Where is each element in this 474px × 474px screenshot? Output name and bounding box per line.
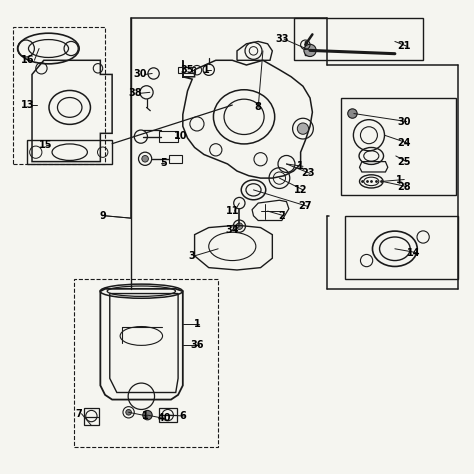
Text: 1: 1 xyxy=(396,174,403,184)
Text: 8: 8 xyxy=(255,102,262,112)
Text: 13: 13 xyxy=(20,100,34,110)
Bar xyxy=(346,216,458,279)
Text: 2: 2 xyxy=(278,211,285,221)
Text: 30: 30 xyxy=(398,117,411,127)
Text: 16: 16 xyxy=(20,55,34,65)
Text: 30: 30 xyxy=(134,69,147,80)
Text: 36: 36 xyxy=(190,340,204,350)
Text: 23: 23 xyxy=(301,168,314,178)
Text: 3: 3 xyxy=(189,251,196,261)
Text: 28: 28 xyxy=(398,182,411,191)
Circle shape xyxy=(143,410,152,420)
Circle shape xyxy=(236,223,243,229)
Circle shape xyxy=(126,410,131,415)
Circle shape xyxy=(304,44,316,56)
Text: 38: 38 xyxy=(129,88,143,98)
Text: 34: 34 xyxy=(226,225,239,235)
Text: 15: 15 xyxy=(39,140,53,150)
Text: 12: 12 xyxy=(294,185,307,195)
Text: 33: 33 xyxy=(275,34,289,44)
Text: 9: 9 xyxy=(100,211,106,221)
Text: 7: 7 xyxy=(76,409,82,419)
Bar xyxy=(13,27,105,164)
Bar xyxy=(159,131,178,142)
Text: 21: 21 xyxy=(398,41,411,51)
Text: 1: 1 xyxy=(142,411,148,421)
Circle shape xyxy=(348,109,357,118)
Text: 25: 25 xyxy=(398,156,411,166)
Text: 10: 10 xyxy=(173,131,187,141)
Circle shape xyxy=(297,123,309,134)
Bar xyxy=(178,67,195,73)
Circle shape xyxy=(142,155,148,162)
Bar xyxy=(159,408,177,422)
Bar xyxy=(293,18,423,60)
Text: 1: 1 xyxy=(297,161,304,171)
Bar xyxy=(74,279,218,447)
Text: 5: 5 xyxy=(161,157,167,167)
Text: 1: 1 xyxy=(193,319,201,329)
Text: 40: 40 xyxy=(157,413,171,423)
Bar xyxy=(169,155,182,163)
Bar xyxy=(84,408,99,426)
Text: 14: 14 xyxy=(407,247,420,257)
Text: 1: 1 xyxy=(203,65,210,75)
Text: 35: 35 xyxy=(181,65,194,75)
Text: 11: 11 xyxy=(226,206,239,216)
Text: 24: 24 xyxy=(398,138,411,148)
Text: 6: 6 xyxy=(180,411,186,421)
Bar xyxy=(341,98,456,195)
Text: 27: 27 xyxy=(299,201,312,211)
